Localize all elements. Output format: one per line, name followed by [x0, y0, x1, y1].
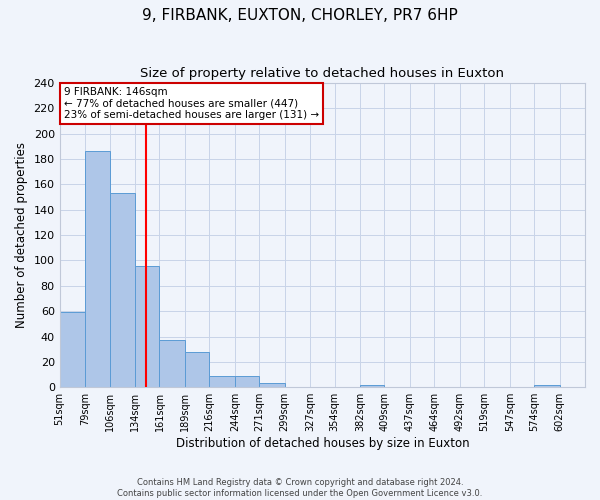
Bar	[110, 194, 135, 387]
Bar	[160, 340, 185, 387]
Bar	[360, 384, 385, 387]
Bar	[135, 266, 160, 387]
Bar	[235, 376, 259, 387]
Bar	[209, 376, 235, 387]
Text: Contains HM Land Registry data © Crown copyright and database right 2024.
Contai: Contains HM Land Registry data © Crown c…	[118, 478, 482, 498]
Title: Size of property relative to detached houses in Euxton: Size of property relative to detached ho…	[140, 68, 505, 80]
Bar	[85, 152, 110, 387]
Text: 9, FIRBANK, EUXTON, CHORLEY, PR7 6HP: 9, FIRBANK, EUXTON, CHORLEY, PR7 6HP	[142, 8, 458, 22]
Bar	[259, 384, 284, 387]
Bar	[185, 352, 209, 387]
X-axis label: Distribution of detached houses by size in Euxton: Distribution of detached houses by size …	[176, 437, 469, 450]
Y-axis label: Number of detached properties: Number of detached properties	[15, 142, 28, 328]
Bar	[534, 384, 560, 387]
Text: 9 FIRBANK: 146sqm
← 77% of detached houses are smaller (447)
23% of semi-detache: 9 FIRBANK: 146sqm ← 77% of detached hous…	[64, 87, 319, 120]
Bar	[59, 312, 85, 387]
